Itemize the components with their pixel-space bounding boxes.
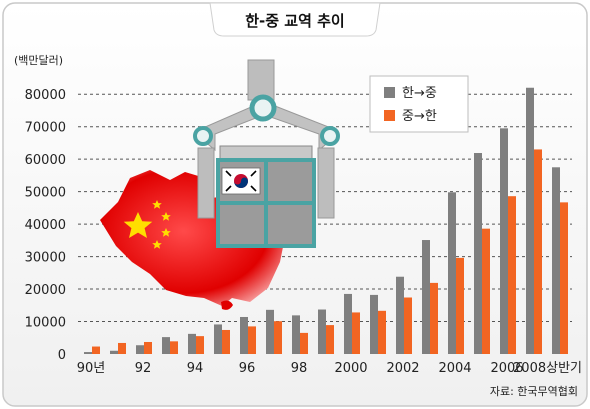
source-note: 자료: 한국무역협회 (490, 385, 578, 398)
bar-china-to-korea-1990 (92, 346, 100, 354)
chart-title: 한-중 교역 추이 (245, 12, 344, 30)
y-axis-tick-labels: 0 10000 20000 30000 40000 50000 60000 70000 8000… (25, 88, 66, 363)
bar-china-to-korea-2005 (482, 228, 490, 354)
bar-korea-to-china-1998 (292, 315, 300, 354)
bar-china-to-korea-2003 (430, 282, 438, 354)
bar-korea-to-china-2001 (370, 294, 378, 354)
legend-label-china-to-korea: 중→한 (402, 109, 437, 124)
bar-china-to-korea-1994 (196, 336, 204, 354)
bar-china-to-korea-1999 (326, 325, 334, 354)
bar-korea-to-china-1992 (136, 345, 144, 354)
bar-china-to-korea-1998 (300, 332, 308, 354)
bar-china-to-korea-1993 (170, 341, 178, 354)
y-tick-label: 70000 (25, 121, 66, 136)
bar-korea-to-china-2008상반기 (552, 167, 560, 354)
bar-korea-to-china-1996 (240, 316, 248, 354)
y-tick-label: 20000 (25, 283, 66, 298)
x-tick-label: 2008상반기 (513, 361, 582, 376)
legend-label-korea-to-china: 한→중 (402, 86, 437, 101)
y-tick-label: 10000 (25, 316, 66, 331)
bar-korea-to-china-1993 (162, 337, 170, 354)
container-illustration (216, 145, 316, 248)
bar-china-to-korea-2007 (534, 149, 542, 354)
x-tick-label: 90년 (77, 361, 106, 376)
y-tick-label: 0 (58, 348, 66, 363)
bar-korea-to-china-1999 (318, 309, 326, 354)
y-tick-label: 60000 (25, 153, 66, 168)
x-tick-label: 2006 (490, 361, 523, 376)
bar-china-to-korea-1992 (144, 341, 152, 354)
y-tick-label: 30000 (25, 251, 66, 266)
bar-korea-to-china-2005 (474, 153, 482, 354)
bar-china-to-korea-1991 (118, 342, 126, 354)
bar-korea-to-china-2000 (344, 293, 352, 354)
bar-korea-to-china-2003 (422, 240, 430, 354)
bar-china-to-korea-2001 (378, 310, 386, 354)
bar-korea-to-china-1994 (188, 333, 196, 354)
y-axis-unit-label: (백만달러) (14, 54, 63, 67)
x-tick-label: 2002 (386, 361, 419, 376)
legend: 한→중 중→한 (369, 75, 469, 133)
x-tick-label: 2000 (334, 361, 367, 376)
y-tick-label: 50000 (25, 186, 66, 201)
crane-illustration (193, 59, 340, 219)
title-tab (209, 2, 381, 37)
bar-china-to-korea-1996 (248, 326, 256, 354)
legend-box (369, 75, 469, 133)
bar-korea-to-china-2006 (500, 128, 508, 354)
legend-swatch-korea-to-china (384, 87, 395, 98)
bar-korea-to-china-2007 (526, 87, 534, 354)
hainan-island (221, 300, 233, 310)
legend-swatch-china-to-korea (384, 110, 395, 121)
bar-korea-to-china-1990 (84, 352, 92, 354)
bar-china-to-korea-1997 (274, 321, 282, 354)
bar-korea-to-china-1997 (266, 309, 274, 354)
x-tick-label: 94 (187, 361, 204, 376)
y-tick-label: 40000 (25, 218, 66, 233)
x-tick-label: 98 (291, 361, 308, 376)
y-tick-label: 80000 (25, 88, 66, 103)
bar-china-to-korea-2004 (456, 257, 464, 354)
x-tick-label: 96 (239, 361, 256, 376)
x-tick-label: 92 (135, 361, 152, 376)
bar-china-to-korea-2008상반기 (560, 202, 568, 354)
bar-series (84, 87, 568, 354)
x-tick-label: 2004 (438, 361, 471, 376)
korea-flag-icon (221, 167, 261, 195)
bar-korea-to-china-2004 (448, 192, 456, 354)
bar-korea-to-china-2002 (396, 276, 404, 354)
china-star-icon (123, 200, 171, 249)
bar-china-to-korea-2000 (352, 312, 360, 354)
bar-china-to-korea-1995 (222, 329, 230, 354)
bar-china-to-korea-2002 (404, 297, 412, 354)
bar-china-to-korea-2006 (508, 196, 516, 354)
bar-korea-to-china-1991 (110, 350, 118, 354)
bar-korea-to-china-1995 (214, 324, 222, 354)
